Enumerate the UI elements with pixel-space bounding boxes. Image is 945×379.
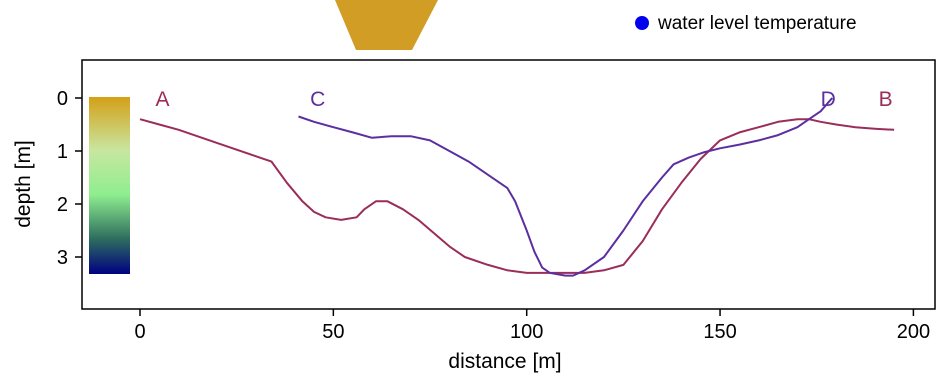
colorbar <box>89 97 130 274</box>
y-tick-label: 0 <box>57 88 68 110</box>
x-tick-label: 0 <box>134 321 145 343</box>
profile-line-2 <box>298 97 833 277</box>
x-tick-label: 150 <box>703 321 736 343</box>
temperature-marker-shape <box>335 0 438 50</box>
y-tick-label: 1 <box>57 141 68 163</box>
annotations: A B C D <box>155 88 892 111</box>
x-axis-title: distance [m] <box>448 350 561 373</box>
plot-frame <box>81 59 936 310</box>
legend-marker <box>635 16 649 30</box>
profile-label-a: A <box>155 88 169 111</box>
profile-label-b: B <box>879 88 893 111</box>
legend: water level temperature <box>635 13 857 34</box>
x-tick-label: 100 <box>510 321 543 343</box>
profile-label-d: D <box>821 88 836 111</box>
legend-label: water level temperature <box>657 13 857 34</box>
y-axis-title: depth [m] <box>12 140 35 228</box>
profile-line-1 <box>139 118 895 274</box>
y-tick-label: 2 <box>57 194 68 216</box>
series-group <box>139 97 895 277</box>
profile-label-c: C <box>310 88 325 111</box>
x-tick-label: 200 <box>897 321 930 343</box>
axis-ticks: 0 50 100 150 200 0 1 2 3 <box>57 88 930 343</box>
y-tick-label: 3 <box>57 247 68 269</box>
x-tick-label: 50 <box>322 321 344 343</box>
